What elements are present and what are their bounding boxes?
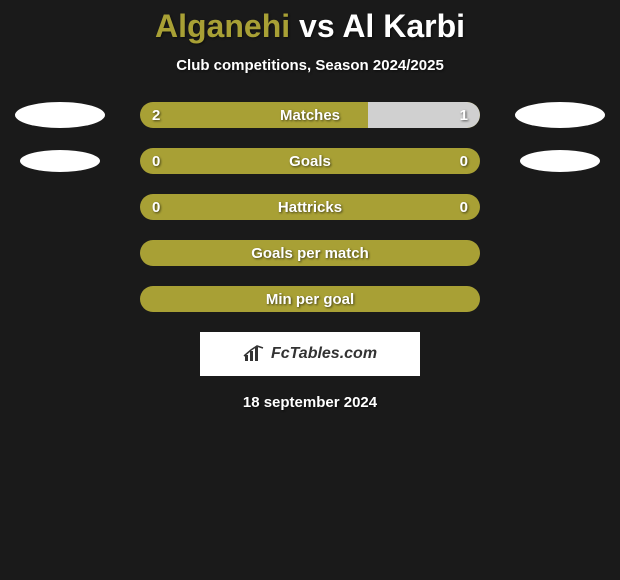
subtitle: Club competitions, Season 2024/2025 <box>0 57 620 74</box>
bar-wrap: Goals per match <box>110 240 510 266</box>
team1-name: Alganehi <box>155 8 290 44</box>
stat-value-right: 0 <box>460 199 468 216</box>
stat-label: Matches <box>140 107 480 124</box>
stat-label: Hattricks <box>140 199 480 216</box>
avatar-left <box>10 102 110 128</box>
chart-icon <box>243 345 265 363</box>
bar-wrap: 0Goals0 <box>110 148 510 174</box>
stat-value-right: 1 <box>460 107 468 124</box>
stat-row: Min per goal <box>10 286 610 312</box>
source-logo[interactable]: FcTables.com <box>200 332 420 376</box>
avatar-ellipse <box>520 150 600 172</box>
bar-wrap: 2Matches1 <box>110 102 510 128</box>
avatar-left <box>10 148 110 174</box>
stat-bar: Min per goal <box>140 286 480 312</box>
title-vs: vs <box>299 8 335 44</box>
avatar-ellipse <box>15 102 105 128</box>
avatar-ellipse <box>515 102 605 128</box>
stat-label: Goals per match <box>140 245 480 262</box>
stat-row: Goals per match <box>10 240 610 266</box>
stat-bar: 0Hattricks0 <box>140 194 480 220</box>
stat-row: 0Goals0 <box>10 148 610 174</box>
avatar-ellipse <box>20 150 100 172</box>
stat-row: 0Hattricks0 <box>10 194 610 220</box>
stat-bar: 0Goals0 <box>140 148 480 174</box>
avatar-right <box>510 148 610 174</box>
comparison-widget: Alganehi vs Al Karbi Club competitions, … <box>0 0 620 411</box>
stat-rows: 2Matches10Goals00Hattricks0Goals per mat… <box>0 102 620 312</box>
bar-wrap: 0Hattricks0 <box>110 194 510 220</box>
team2-name: Al Karbi <box>342 8 465 44</box>
avatar-right <box>510 102 610 128</box>
stat-row: 2Matches1 <box>10 102 610 128</box>
stat-label: Goals <box>140 153 480 170</box>
stat-bar: Goals per match <box>140 240 480 266</box>
bar-wrap: Min per goal <box>110 286 510 312</box>
date-label: 18 september 2024 <box>0 394 620 411</box>
logo-text: FcTables.com <box>271 345 377 363</box>
stat-value-right: 0 <box>460 153 468 170</box>
page-title: Alganehi vs Al Karbi <box>0 8 620 45</box>
stat-bar: 2Matches1 <box>140 102 480 128</box>
stat-label: Min per goal <box>140 291 480 308</box>
